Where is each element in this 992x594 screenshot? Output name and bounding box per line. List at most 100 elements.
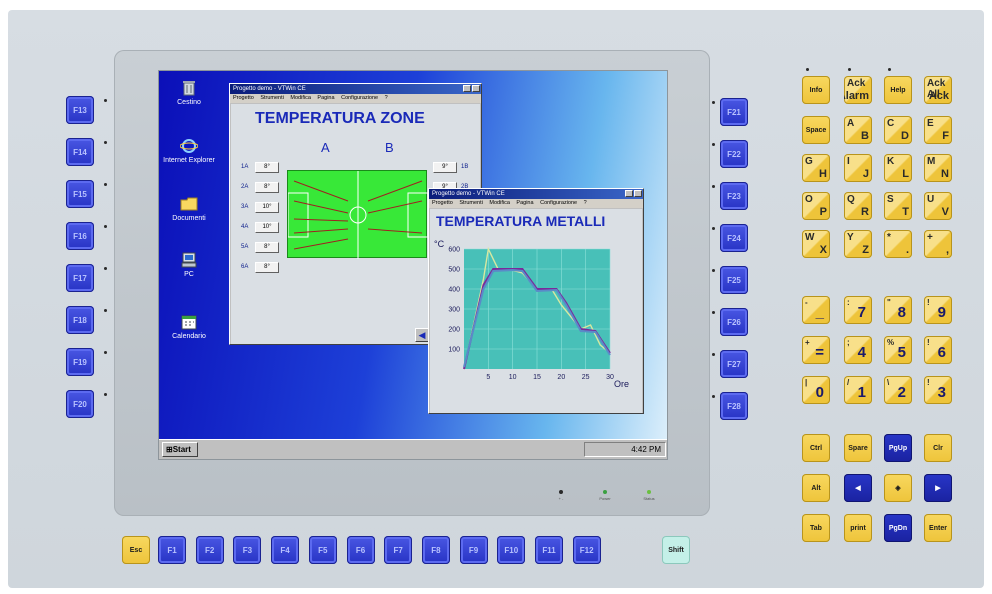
navigate-key[interactable]: ◈ <box>884 474 912 502</box>
menu-item[interactable]: Configurazione <box>341 95 379 101</box>
spare-key[interactable]: Spare <box>844 434 872 462</box>
menu-item[interactable]: Pagina <box>516 200 534 206</box>
key-digit-3[interactable]: ! 3 <box>924 376 952 404</box>
function-key-f19[interactable]: F19 <box>66 348 94 376</box>
key-space[interactable]: Space <box>802 116 830 144</box>
key-digit-8[interactable]: " 8 <box>884 296 912 324</box>
function-key-f3[interactable]: F3 <box>233 536 262 564</box>
tab-key[interactable]: Tab <box>802 514 830 542</box>
start-button[interactable]: ⊞Start <box>162 442 198 457</box>
zone-value-field[interactable]: 8° <box>255 242 279 253</box>
function-key-f24[interactable]: F24 <box>720 224 748 252</box>
minimize-button[interactable] <box>625 190 633 197</box>
key-digit-0[interactable]: | 0 <box>802 376 830 404</box>
function-key-f20[interactable]: F20 <box>66 390 94 418</box>
function-key-f6[interactable]: F6 <box>346 536 375 564</box>
zone-value-field[interactable]: 9° <box>433 162 457 173</box>
desktop-icon-pc[interactable]: PC <box>161 251 217 279</box>
window-temperatura-zone[interactable]: Progetto demo - VTWin CE Progetto Strume… <box>229 83 482 345</box>
alt-key[interactable]: Alt <box>802 474 830 502</box>
function-key-f2[interactable]: F2 <box>195 536 224 564</box>
key-ackall-ack[interactable]: Ack All Ack <box>924 76 952 104</box>
ctrl-key[interactable]: Ctrl <box>802 434 830 462</box>
function-key-f14[interactable]: F14 <box>66 138 94 166</box>
function-key-f27[interactable]: F27 <box>720 350 748 378</box>
zone-value-field[interactable]: 8° <box>255 262 279 273</box>
menu-item[interactable]: Modifica <box>290 95 311 101</box>
window-titlebar[interactable]: Progetto demo - VTWin CE <box>230 84 481 94</box>
window-temperatura-metalli[interactable]: Progetto demo - VTWin CE Progetto Strume… <box>428 188 644 414</box>
desktop-icon-documents[interactable]: Documenti <box>161 195 217 223</box>
menu-item[interactable]: Strumenti <box>459 200 483 206</box>
arrow-right-key[interactable]: ▶ <box>924 474 952 502</box>
menu-item[interactable]: Progetto <box>432 200 453 206</box>
function-key-f9[interactable]: F9 <box>459 536 488 564</box>
key-digit-=[interactable]: + = <box>802 336 830 364</box>
function-key-f4[interactable]: F4 <box>271 536 300 564</box>
zone-value-field[interactable]: 10° <box>255 202 279 213</box>
zone-value-field[interactable]: 10° <box>255 222 279 233</box>
key-digit-7[interactable]: :7 <box>844 296 872 324</box>
function-key-f5[interactable]: F5 <box>308 536 337 564</box>
key-ack-alarm[interactable]: AckAlarm <box>844 76 872 104</box>
page-up-key[interactable]: PgUp <box>884 434 912 462</box>
menu-item[interactable]: Strumenti <box>260 95 284 101</box>
function-key-f17[interactable]: F17 <box>66 264 94 292</box>
menu-item[interactable]: Modifica <box>489 200 510 206</box>
menu-item[interactable]: ? <box>583 200 587 206</box>
menu-item[interactable]: Configurazione <box>540 200 578 206</box>
key-+,[interactable]: +, <box>924 230 952 258</box>
menu-item[interactable]: Progetto <box>233 95 254 101</box>
nav-back-button[interactable]: ◀ <box>415 328 429 342</box>
function-key-f26[interactable]: F26 <box>720 308 748 336</box>
close-button[interactable] <box>472 85 480 92</box>
key-help[interactable]: Help <box>884 76 912 104</box>
shift-key[interactable]: Shift <box>662 536 690 564</box>
function-key-f21[interactable]: F21 <box>720 98 748 126</box>
print-key[interactable]: print <box>844 514 872 542</box>
enter-key[interactable]: Enter <box>924 514 952 542</box>
desktop-icon-internet-explorer[interactable]: Internet Explorer <box>161 137 217 165</box>
function-key-f25[interactable]: F25 <box>720 266 748 294</box>
clear-key[interactable]: Clr <box>924 434 952 462</box>
window-titlebar[interactable]: Progetto demo - VTWin CE <box>429 189 643 199</box>
function-key-f8[interactable]: F8 <box>421 536 450 564</box>
desktop-icon-calendar[interactable]: Calendario <box>161 313 217 341</box>
key-digit-4[interactable]: ; 4 <box>844 336 872 364</box>
key-digit-1[interactable]: /1 <box>844 376 872 404</box>
function-key-f18[interactable]: F18 <box>66 306 94 334</box>
key-digit-5[interactable]: % 5 <box>884 336 912 364</box>
key-*.[interactable]: *. <box>884 230 912 258</box>
function-key-f16[interactable]: F16 <box>66 222 94 250</box>
function-key-f22[interactable]: F22 <box>720 140 748 168</box>
menu-item[interactable]: ? <box>384 95 388 101</box>
key-info[interactable]: Info <box>802 76 830 104</box>
minimize-button[interactable] <box>463 85 471 92</box>
close-button[interactable] <box>634 190 642 197</box>
desktop-icon-recycle-bin[interactable]: Cestino <box>161 79 217 107</box>
menu-item[interactable]: Pagina <box>317 95 335 101</box>
zone-value-field[interactable]: 8° <box>255 182 279 193</box>
arrow-left-key[interactable]: ◀ <box>844 474 872 502</box>
key-digit-_[interactable]: - _ <box>802 296 830 324</box>
key-digit-2[interactable]: \ 2 <box>884 376 912 404</box>
function-key-f10[interactable]: F10 <box>497 536 526 564</box>
page-down-key[interactable]: PgDn <box>884 514 912 542</box>
clock[interactable]: 4:42 PM <box>631 445 661 454</box>
function-key-f1[interactable]: F1 <box>158 536 186 564</box>
zone-value-field[interactable]: 8° <box>255 162 279 173</box>
key-digit-6[interactable]: ! 6 <box>924 336 952 364</box>
function-key-f23[interactable]: F23 <box>720 182 748 210</box>
